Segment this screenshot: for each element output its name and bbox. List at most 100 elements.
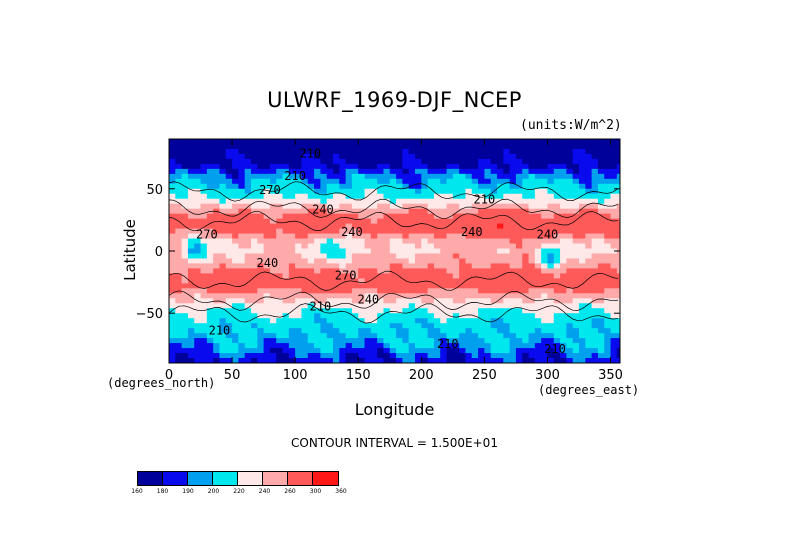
heatmap-cell xyxy=(478,298,485,304)
heatmap-cell xyxy=(515,248,523,255)
heatmap-cell xyxy=(459,338,467,344)
heatmap-cell xyxy=(389,218,397,225)
heatmap-cell xyxy=(610,298,618,304)
heatmap-cell xyxy=(396,238,403,245)
heatmap-cell xyxy=(370,139,378,145)
heatmap-cell xyxy=(232,353,239,359)
heatmap-cell xyxy=(396,193,403,200)
heatmap-cell xyxy=(257,263,265,270)
heatmap-cell xyxy=(490,298,498,304)
heatmap-cell xyxy=(314,153,321,160)
heatmap-cell xyxy=(534,173,542,180)
heatmap-cell xyxy=(465,268,473,274)
heatmap-cell xyxy=(238,258,246,265)
heatmap-cell xyxy=(497,313,504,319)
heatmap-cell xyxy=(402,293,410,299)
heatmap-cell xyxy=(541,358,549,363)
heatmap-cell xyxy=(213,168,221,175)
heatmap-cell xyxy=(478,288,485,294)
heatmap-cell xyxy=(509,139,517,145)
heatmap-cell xyxy=(572,173,580,180)
heatmap-cell xyxy=(408,198,416,205)
heatmap-cell xyxy=(345,253,353,260)
heatmap-cell xyxy=(219,268,227,274)
heatmap-cell xyxy=(314,223,321,230)
heatmap-cell xyxy=(541,263,549,270)
heatmap-cell xyxy=(200,143,208,150)
heatmap-cell xyxy=(484,328,492,334)
heatmap-cell xyxy=(616,303,620,309)
heatmap-cell xyxy=(257,183,265,190)
heatmap-cell xyxy=(364,168,372,175)
heatmap-cell xyxy=(478,148,485,155)
heatmap-cell xyxy=(509,298,517,304)
heatmap-cell xyxy=(528,248,536,255)
heatmap-cell xyxy=(213,348,221,354)
heatmap-cell xyxy=(200,173,208,180)
heatmap-cell xyxy=(175,208,183,215)
heatmap-cell xyxy=(572,243,580,250)
heatmap-cell xyxy=(478,333,485,339)
heatmap-cell xyxy=(515,223,523,230)
heatmap-cell xyxy=(339,168,347,175)
heatmap-cell xyxy=(232,273,239,279)
heatmap-cell xyxy=(484,298,492,304)
heatmap-cell xyxy=(326,193,334,200)
heatmap-cell xyxy=(616,238,620,245)
heatmap-cell xyxy=(616,158,620,165)
heatmap-cell xyxy=(181,333,189,339)
heatmap-cell xyxy=(515,353,523,359)
heatmap-cell xyxy=(553,268,561,274)
heatmap-cell xyxy=(566,343,574,349)
heatmap-cell xyxy=(553,183,561,190)
heatmap-cell xyxy=(351,318,359,324)
heatmap-cell xyxy=(364,308,372,314)
heatmap-cell xyxy=(471,148,479,155)
heatmap-cell xyxy=(402,283,410,289)
heatmap-cell xyxy=(396,228,403,235)
heatmap-cell xyxy=(478,248,485,255)
heatmap-cell xyxy=(503,348,511,354)
heatmap-cell xyxy=(187,198,195,205)
heatmap-cell xyxy=(572,293,580,299)
x-axis-label: Longitude xyxy=(354,400,435,419)
heatmap-cell xyxy=(547,328,555,334)
heatmap-cell xyxy=(339,288,347,294)
heatmap-cell xyxy=(459,278,467,284)
heatmap-cell xyxy=(433,198,441,205)
heatmap-cell xyxy=(503,198,511,205)
heatmap-cell xyxy=(364,148,372,155)
heatmap-cell xyxy=(314,283,321,289)
heatmap-cell xyxy=(225,143,233,150)
heatmap-cell xyxy=(547,173,555,180)
heatmap-cell xyxy=(339,139,347,145)
heatmap-cell xyxy=(553,343,561,349)
heatmap-cell xyxy=(509,303,517,309)
heatmap-cell xyxy=(219,343,227,349)
heatmap-cell xyxy=(377,163,385,170)
heatmap-cell xyxy=(251,278,258,284)
heatmap-cell xyxy=(351,253,359,260)
heatmap-cell xyxy=(566,258,574,265)
heatmap-cell xyxy=(515,253,523,260)
heatmap-cell xyxy=(503,238,511,245)
heatmap-cell xyxy=(333,353,340,359)
heatmap-cell xyxy=(478,318,485,324)
heatmap-cell xyxy=(433,228,441,235)
heatmap-cell xyxy=(370,163,378,170)
heatmap-cell xyxy=(465,298,473,304)
heatmap-cell xyxy=(440,178,448,185)
heatmap-cell xyxy=(383,253,391,260)
heatmap-cell xyxy=(585,343,593,349)
heatmap-cell xyxy=(585,358,593,363)
heatmap-cell xyxy=(616,313,620,319)
heatmap-cell xyxy=(440,323,448,329)
heatmap-cell xyxy=(320,343,328,349)
heatmap-cell xyxy=(402,313,410,319)
heatmap-cell xyxy=(288,358,296,363)
heatmap-cell xyxy=(541,293,549,299)
heatmap-cell xyxy=(553,273,561,279)
heatmap-cell xyxy=(187,323,195,329)
heatmap-cell xyxy=(604,139,612,145)
heatmap-cell xyxy=(452,223,460,230)
